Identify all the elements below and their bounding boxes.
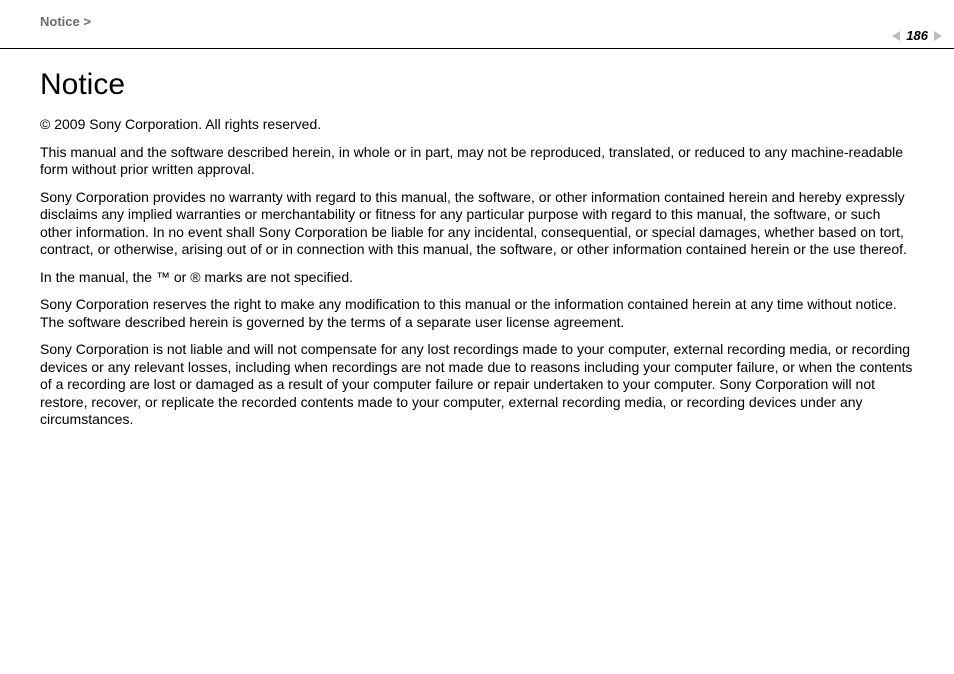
header-rule	[0, 48, 954, 49]
body-paragraph: Sony Corporation is not liable and will …	[40, 341, 914, 429]
page-number-nav: 186	[892, 28, 942, 43]
page-title: Notice	[40, 68, 914, 102]
body-paragraph: In the manual, the ™ or ® marks are not …	[40, 269, 914, 287]
page-number: 186	[906, 28, 928, 43]
breadcrumb-label: Notice	[40, 14, 80, 29]
breadcrumb: Notice >	[40, 14, 91, 29]
breadcrumb-separator: >	[83, 14, 91, 29]
body-paragraph: Sony Corporation provides no warranty wi…	[40, 189, 914, 259]
body-paragraph: Sony Corporation reserves the right to m…	[40, 296, 914, 331]
next-page-icon[interactable]	[934, 31, 942, 41]
page: Notice > 186 Notice © 2009 Sony Corporat…	[0, 0, 954, 674]
body-paragraph: This manual and the software described h…	[40, 144, 914, 179]
page-header: Notice > 186	[0, 0, 954, 44]
body-paragraph: © 2009 Sony Corporation. All rights rese…	[40, 116, 914, 134]
prev-page-icon[interactable]	[892, 31, 900, 41]
content-area: Notice © 2009 Sony Corporation. All righ…	[40, 58, 914, 439]
